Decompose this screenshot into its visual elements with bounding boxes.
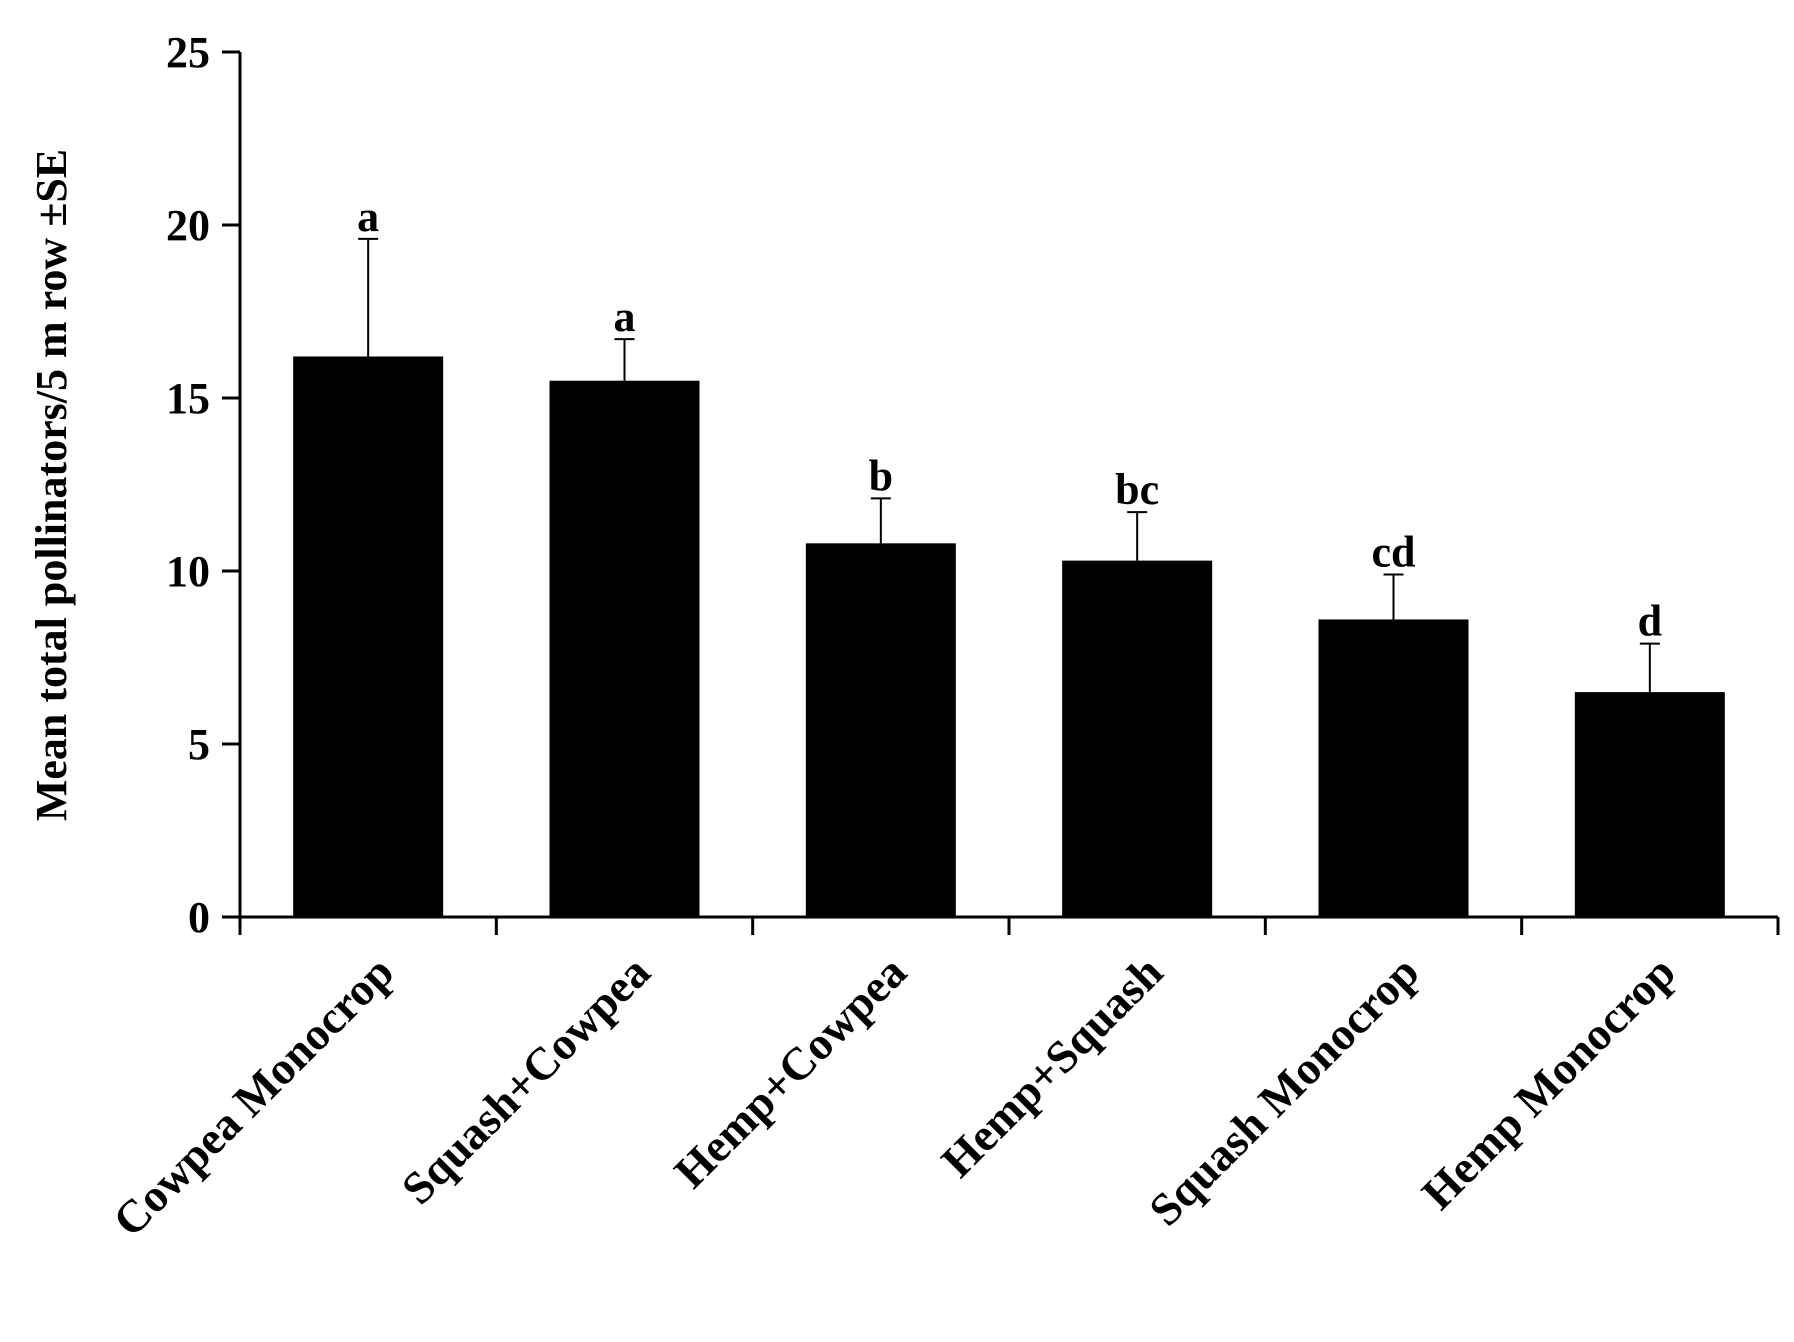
bar <box>1318 619 1469 917</box>
significance-letter: a <box>614 292 636 341</box>
x-tick-label: Hemp+Squash <box>931 946 1172 1187</box>
x-tick-label: Hemp+Cowpea <box>664 946 916 1198</box>
significance-letter: d <box>1638 597 1662 646</box>
x-tick-label: Squash+Cowpea <box>392 946 660 1214</box>
error-bars <box>358 237 1660 693</box>
significance-letter: b <box>869 451 893 500</box>
x-tick-label: Cowpea Monocrop <box>103 946 403 1246</box>
significance-letter: cd <box>1372 527 1416 576</box>
bar <box>805 543 956 917</box>
y-ticks: 0 5 10 15 20 25 <box>166 28 240 942</box>
bar <box>1062 560 1213 917</box>
y-tick-label: 25 <box>166 28 210 77</box>
bars <box>293 356 1725 918</box>
y-tick-label: 20 <box>166 201 210 250</box>
x-tick-label: Hemp Monocrop <box>1412 946 1685 1219</box>
y-tick-label: 10 <box>166 547 210 596</box>
bar <box>1574 692 1725 917</box>
y-tick-label: 0 <box>188 893 210 942</box>
y-tick-label: 15 <box>166 374 210 423</box>
x-tick-label: Squash Monocrop <box>1139 946 1428 1235</box>
significance-letters: a a b bc cd d <box>357 192 1662 646</box>
bar <box>549 380 700 917</box>
y-tick-label: 5 <box>188 720 210 769</box>
significance-letter: bc <box>1115 465 1159 514</box>
y-axis-label: Mean total pollinators/5 m row ±SE <box>27 149 76 821</box>
significance-letter: a <box>357 192 379 241</box>
bar <box>293 356 444 918</box>
axes <box>238 52 1778 919</box>
